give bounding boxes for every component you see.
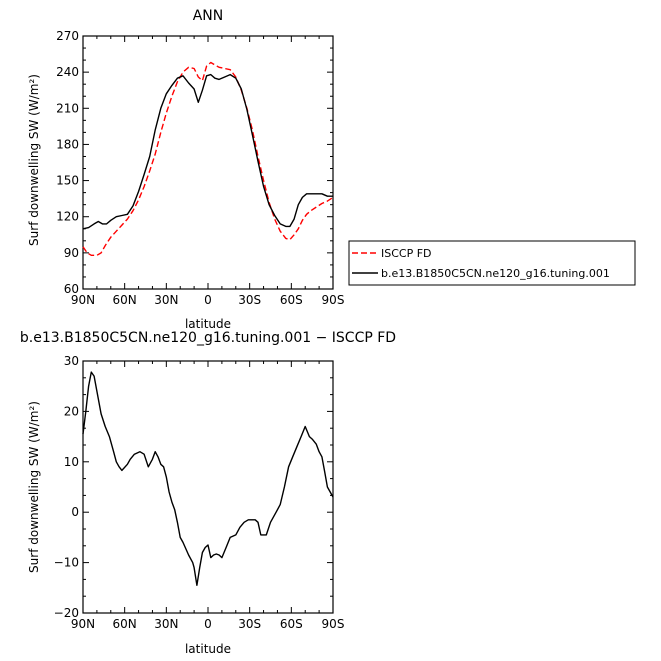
top-ytick-label: 60: [64, 282, 79, 296]
bottom-xtick-label: 60N: [113, 617, 137, 631]
bottom-ytick-label: 20: [64, 404, 79, 418]
top-ytick-label: 210: [56, 101, 79, 115]
bottom-xtick-label: 90S: [322, 617, 345, 631]
top-ytick-label: 180: [56, 137, 79, 151]
bottom-x-axis-label: latitude: [185, 642, 231, 656]
bottom-series-line-0: [82, 371, 334, 586]
top-y-axis-label: Surf downwelling SW (W/m²): [27, 74, 41, 246]
legend-label-model: b.e13.B1850C5CN.ne120_g16.tuning.001: [381, 267, 610, 280]
top-x-axis-label: latitude: [185, 317, 231, 331]
bottom-ytick-label: −20: [54, 606, 79, 620]
bottom-chart-title: b.e13.B1850C5CN.ne120_g16.tuning.001 − I…: [20, 330, 396, 346]
top-plot-frame: [82, 35, 334, 290]
bottom-ytick-label: 10: [64, 455, 79, 469]
top-xtick-label: 90S: [322, 293, 345, 307]
top-series-line-1: [82, 73, 333, 230]
bottom-panel: b.e13.B1850C5CN.ne120_g16.tuning.001 − I…: [20, 330, 396, 656]
bottom-xtick-label: 30S: [238, 617, 261, 631]
bottom-ytick-label: 30: [64, 354, 79, 368]
bottom-plot-frame: [82, 360, 334, 614]
top-ytick-label: 240: [56, 65, 79, 79]
legend: ISCCP FD b.e13.B1850C5CN.ne120_g16.tunin…: [348, 240, 636, 286]
top-ytick-label: 150: [56, 174, 79, 188]
bottom-y-axis-label: Surf downwelling SW (W/m²): [27, 401, 41, 573]
top-xtick-label: 90N: [71, 293, 95, 307]
bottom-xtick-label: 60S: [280, 617, 303, 631]
top-xtick-label: 30N: [154, 293, 178, 307]
bottom-xtick-label: 90N: [71, 617, 95, 631]
top-xtick-label: 60N: [113, 293, 137, 307]
top-plot-area: 60 90 120 150 180 210 240 270 90N 60N 30N 0 30S 60S 90…: [56, 29, 344, 307]
top-xtick-label: 0: [204, 293, 212, 307]
bottom-xtick-label: 30N: [154, 617, 178, 631]
legend-box: [348, 240, 636, 286]
top-xtick-label: 60S: [280, 293, 303, 307]
top-xtick-label: 30S: [238, 293, 261, 307]
legend-label-isccp: ISCCP FD: [381, 247, 432, 260]
top-panel: ANN Surf downwelling SW (W/m²) latitude …: [27, 8, 636, 331]
top-series-line-0: [82, 61, 334, 257]
top-ytick-label: 270: [56, 29, 79, 43]
bottom-ytick-label: −10: [54, 556, 79, 570]
top-ytick-label: 120: [56, 210, 79, 224]
top-chart-title: ANN: [193, 8, 224, 24]
top-ytick-label: 90: [64, 246, 79, 260]
bottom-xtick-label: 0: [204, 617, 212, 631]
bottom-plot-area: −20 −10 0 10 20 30 90N 60N 30N 0 30S 60S 90S: [54, 354, 345, 631]
bottom-ytick-label: 0: [71, 505, 79, 519]
